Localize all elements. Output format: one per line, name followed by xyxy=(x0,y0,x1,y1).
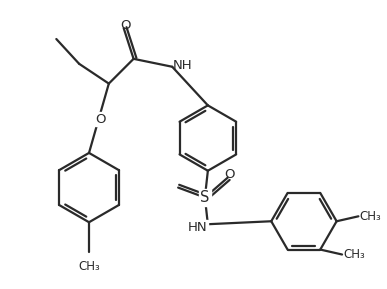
Text: O: O xyxy=(96,113,106,126)
Text: CH₃: CH₃ xyxy=(343,248,365,261)
Text: S: S xyxy=(200,190,210,205)
Text: CH₃: CH₃ xyxy=(360,210,381,223)
Text: O: O xyxy=(224,168,235,181)
Text: HN: HN xyxy=(188,221,208,234)
Text: CH₃: CH₃ xyxy=(78,260,100,273)
Text: O: O xyxy=(120,19,131,32)
Text: NH: NH xyxy=(173,59,193,72)
